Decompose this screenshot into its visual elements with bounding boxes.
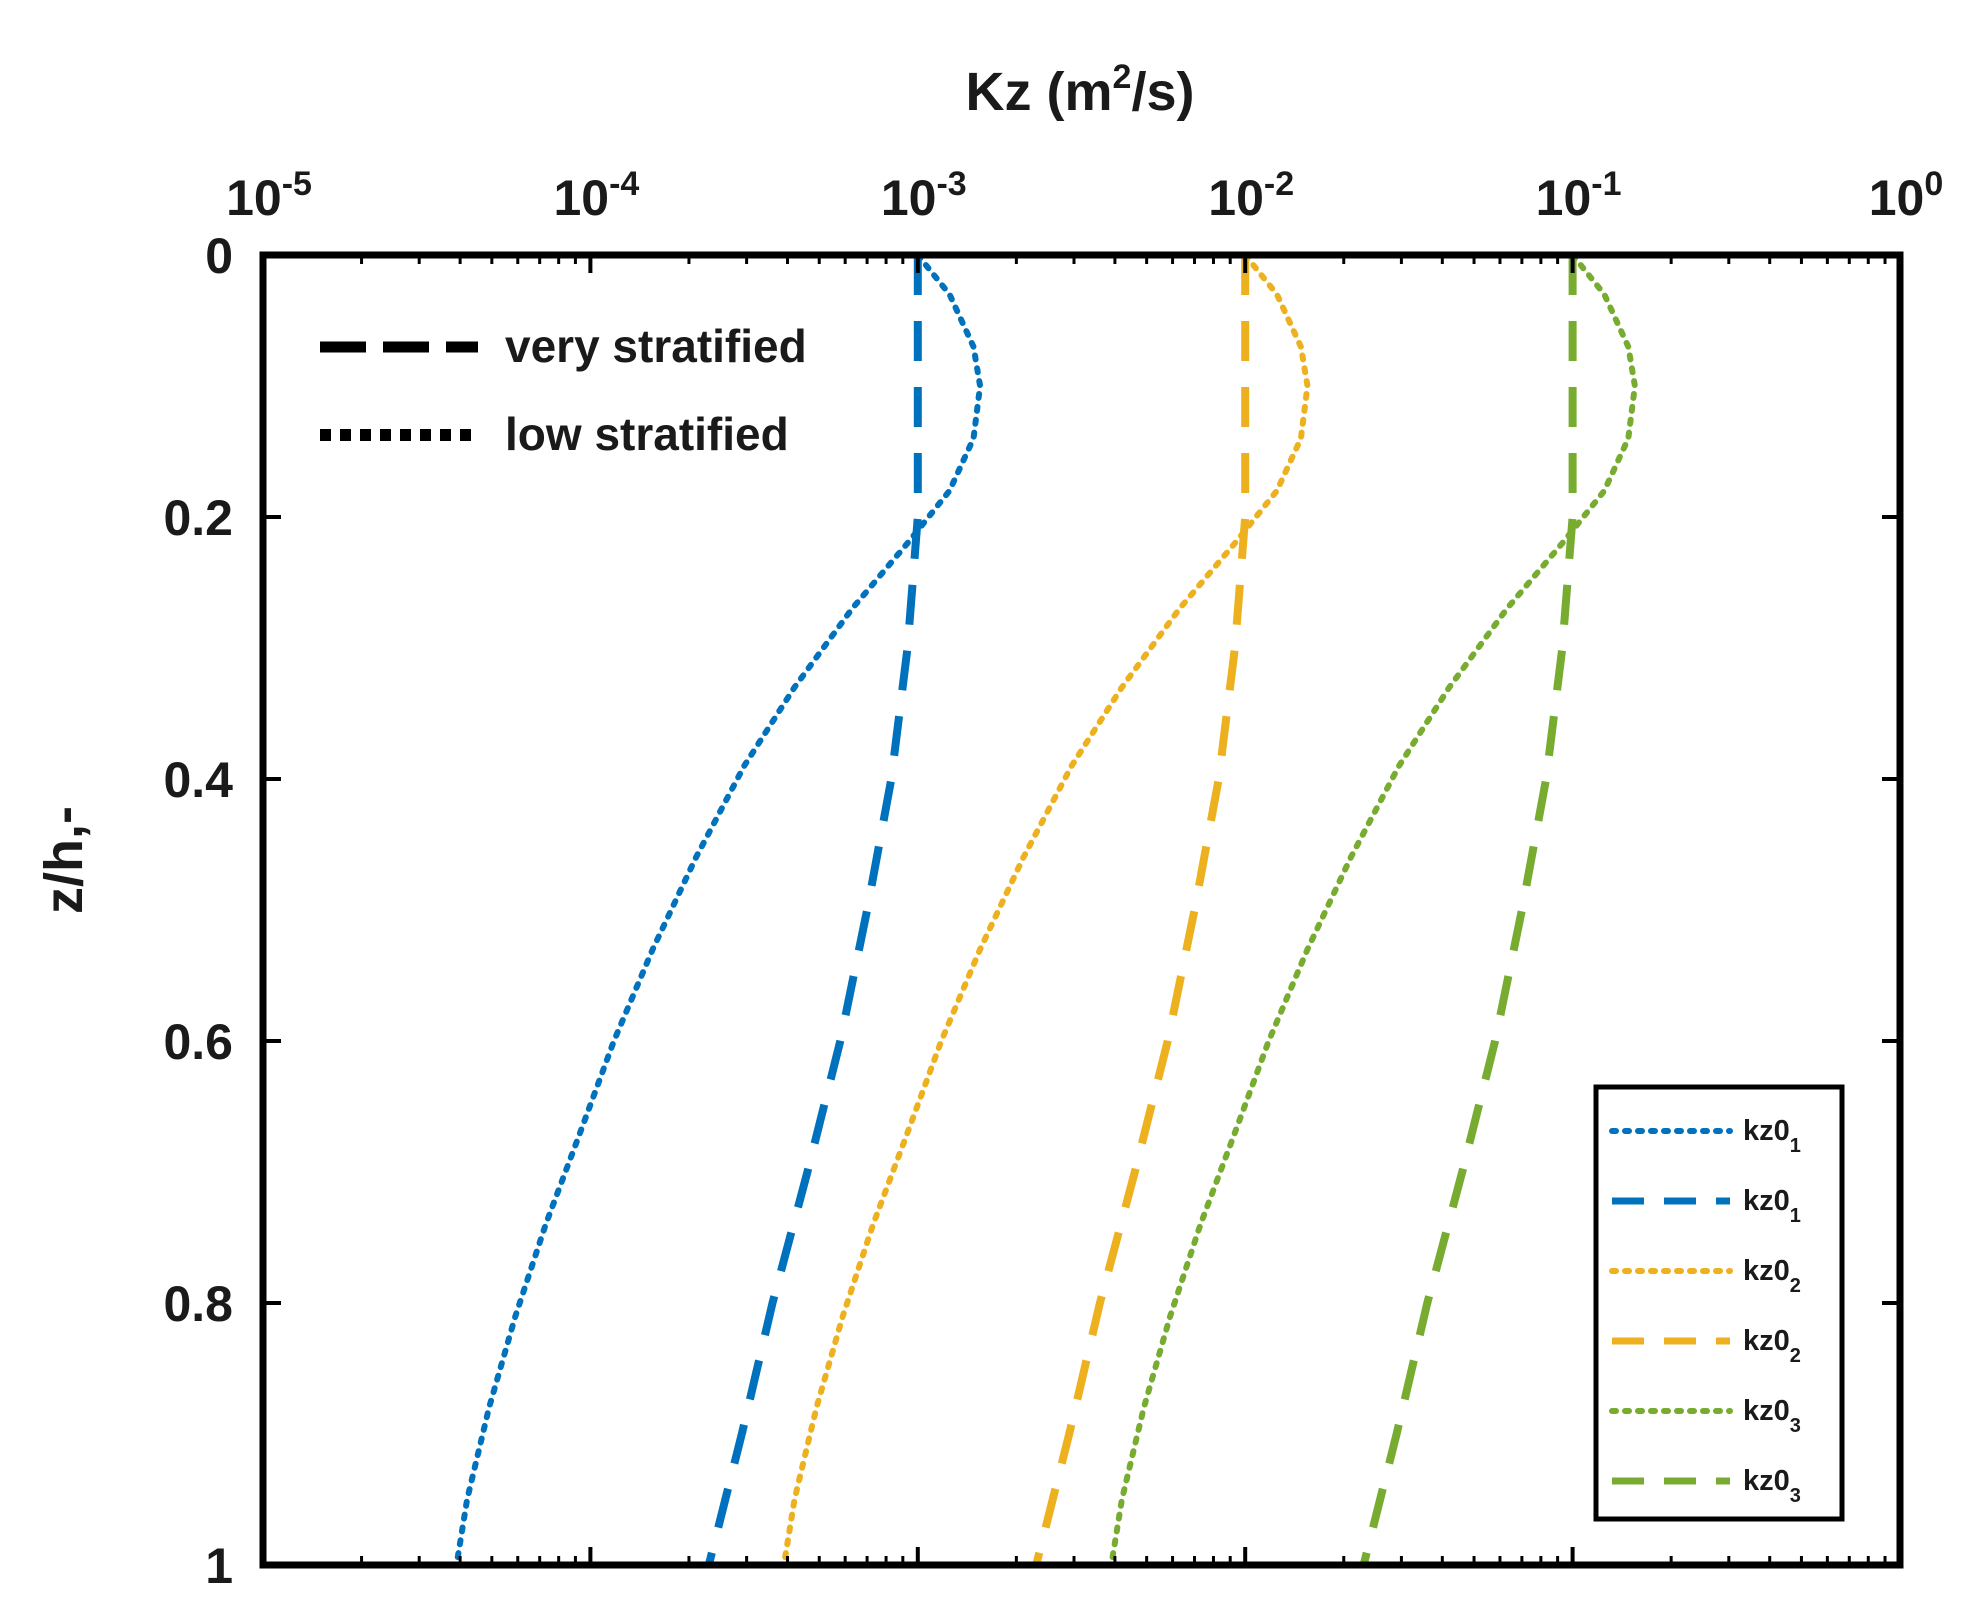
series-legend-label: kz03: [1743, 1395, 1801, 1437]
y-tick-labels: 0 0.2 0.4 0.6 0.8 1: [163, 228, 233, 1594]
series-line-kz01-dashed: [704, 255, 922, 1566]
series-legend: kz01 kz01 kz02 kz02 kz03 kz03: [1593, 1084, 1845, 1522]
series-legend-label: kz02: [1743, 1255, 1801, 1297]
y-tick-label: 0.4: [163, 752, 233, 808]
series-legend-box: [1593, 1084, 1845, 1522]
y-tick-label: 0.6: [163, 1014, 233, 1070]
x-tick-label: 10-1: [1536, 165, 1622, 226]
plot-frame: [259, 251, 1904, 1569]
series-legend-label: kz02: [1743, 1325, 1801, 1367]
style-legend-label: low stratified: [505, 408, 789, 460]
y-tick-label: 0.2: [163, 490, 233, 546]
axis-ticks: [261, 253, 1902, 1567]
x-tick-labels: 10-5 10-4 10-3 10-2 10-1 100: [226, 165, 1943, 226]
series-line-kz02-dashed: [1032, 255, 1250, 1566]
series-line-kz03-dashed: [1359, 255, 1577, 1566]
series-legend-label: kz01: [1743, 1185, 1801, 1227]
x-tick-label: 10-2: [1208, 165, 1294, 226]
style-legend-label: very stratified: [505, 320, 807, 372]
x-tick-label: 10-3: [881, 165, 967, 226]
y-tick-label: 0: [205, 228, 233, 284]
series-line-kz01-dotted: [453, 252, 984, 1568]
x-tick-label: 10-4: [553, 165, 639, 226]
y-axis-title: z/h,-: [34, 806, 94, 914]
x-axis-title: Kz (m2/s): [966, 58, 1195, 122]
series-legend-label: kz03: [1743, 1465, 1801, 1507]
series-line-kz03-dotted: [1108, 252, 1638, 1568]
y-tick-label: 1: [205, 1538, 233, 1594]
x-tick-label: 100: [1869, 165, 1944, 226]
style-legend: very stratified low stratified: [320, 320, 807, 460]
y-tick-label: 0.8: [163, 1276, 233, 1332]
series-line-kz02-dotted: [780, 252, 1311, 1568]
x-tick-label: 10-5: [226, 165, 312, 226]
series-legend-label: kz01: [1743, 1115, 1801, 1157]
series-layer: [453, 252, 1638, 1568]
